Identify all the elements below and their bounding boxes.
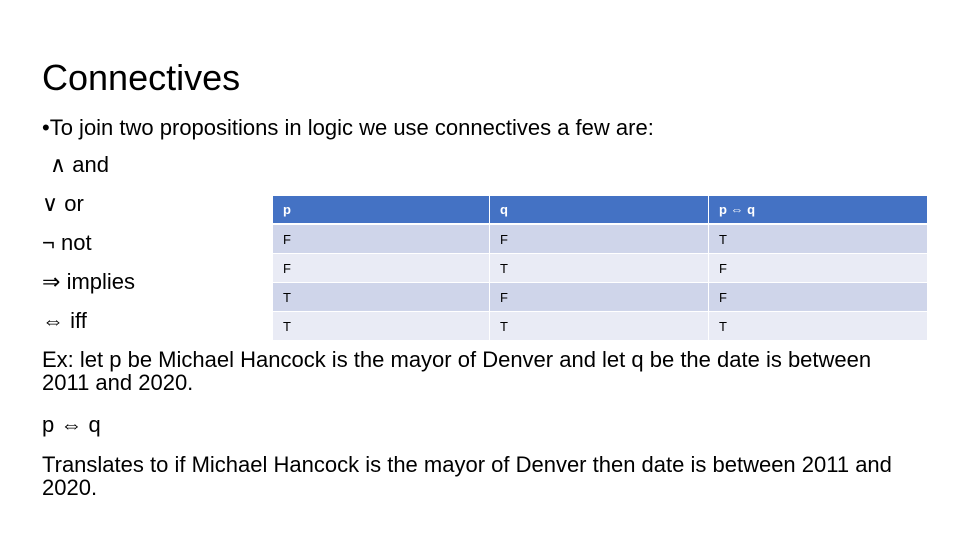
table-cell: F (273, 225, 490, 254)
connective-not: ¬ not (42, 231, 92, 255)
expression-text: p ⇔ q (42, 412, 101, 437)
example-text: Ex: let p be Michael Hancock is the mayo… (42, 347, 872, 395)
or-label: or (64, 191, 84, 216)
table-cell: F (273, 254, 490, 283)
table-cell: F (490, 225, 709, 254)
connective-iff: ⇔ iff (42, 309, 87, 333)
table-cell: T (273, 283, 490, 312)
and-label: and (72, 152, 109, 177)
connective-or: ∨ or (42, 192, 84, 216)
table-cell: T (709, 312, 927, 341)
not-label: not (60, 230, 92, 255)
header-q: q (490, 196, 709, 225)
implies-symbol: ⇒ (42, 269, 61, 294)
or-symbol: ∨ (42, 191, 59, 216)
table-cell: F (490, 283, 709, 312)
table-row: F T F (273, 254, 927, 283)
table-header-row: p q p ⇔ q (273, 196, 927, 225)
and-symbol: ∧ (50, 152, 67, 177)
connective-and: ∧ and (50, 153, 109, 177)
not-symbol: ¬ (42, 230, 55, 255)
table-row: T T T (273, 312, 927, 341)
table-cell: T (273, 312, 490, 341)
iff-label: iff (70, 308, 87, 333)
iff-symbol: ⇔ (42, 308, 64, 333)
slide-title: Connectives (42, 57, 241, 98)
intro-bullet: •To join two propositions in logic we us… (42, 115, 654, 140)
connective-implies: ⇒ implies (42, 270, 135, 294)
table-row: F F T (273, 225, 927, 254)
table-cell: T (490, 254, 709, 283)
table-cell: T (709, 225, 927, 254)
table-cell: F (709, 283, 927, 312)
table-cell: F (709, 254, 927, 283)
table-row: T F F (273, 283, 927, 312)
implies-label: implies (66, 269, 136, 294)
truth-table: p q p ⇔ q F F T F T F T F F T (273, 196, 927, 341)
table-cell: T (490, 312, 709, 341)
header-p: p (273, 196, 490, 225)
header-p-iff-q: p ⇔ q (709, 196, 927, 225)
translation-text: Translates to if Michael Hancock is the … (42, 452, 892, 500)
